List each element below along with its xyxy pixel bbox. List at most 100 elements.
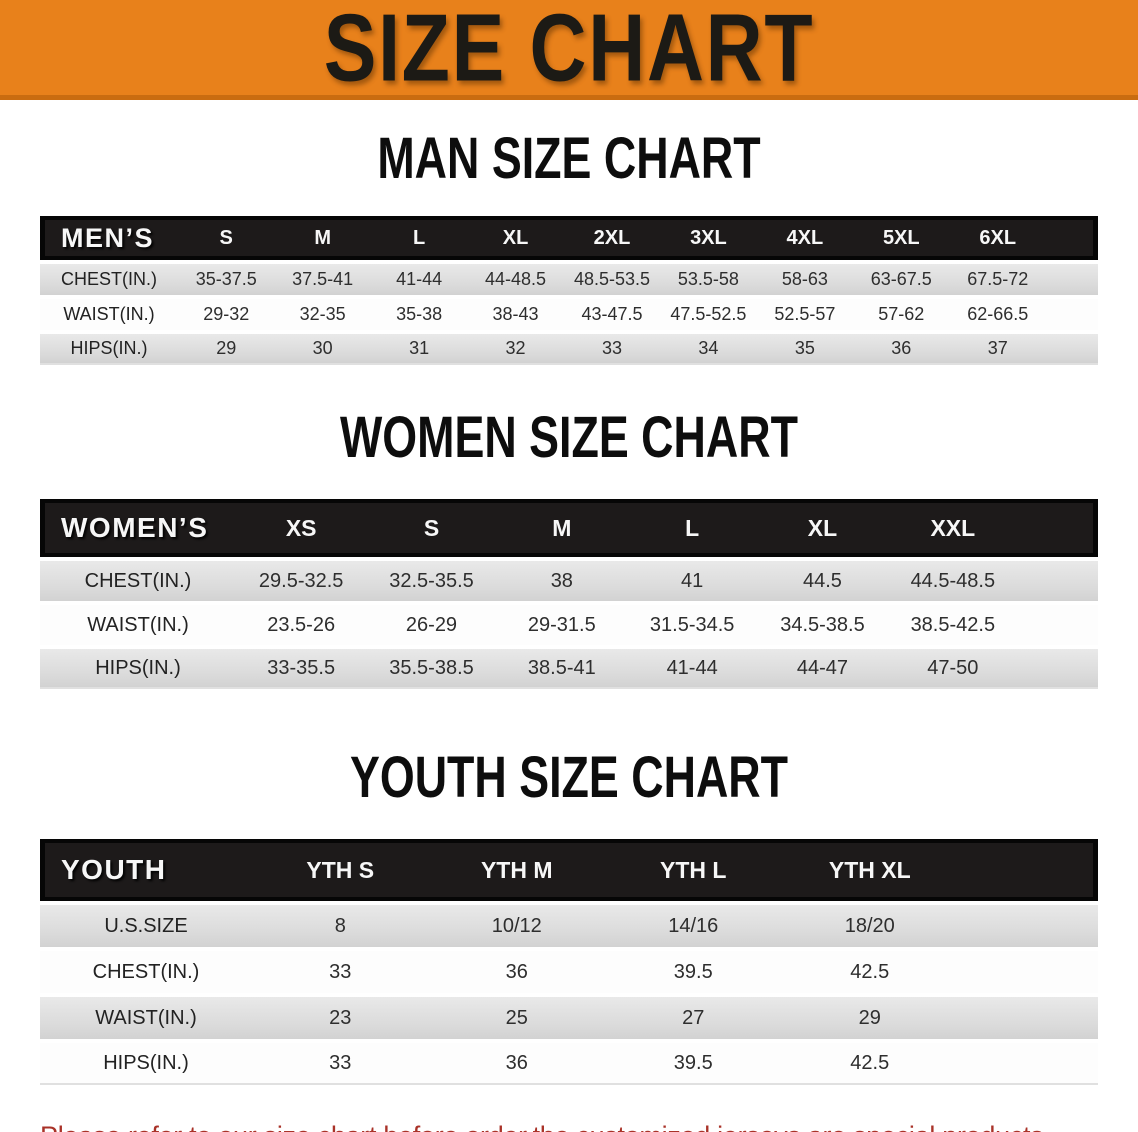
size-value-cell: 23 bbox=[252, 997, 429, 1039]
size-value-cell: 33 bbox=[563, 334, 661, 365]
size-value-cell: 41-44 bbox=[370, 264, 468, 295]
measurement-row: CHEST(IN.) 29.5-32.5 32.5-35.5 38 41 44.5 44.5… bbox=[40, 561, 1098, 601]
size-value-cell: 53.5-58 bbox=[660, 264, 757, 295]
size-column-header: S bbox=[178, 216, 275, 260]
size-value-cell: 63-67.5 bbox=[853, 264, 950, 295]
size-column-header: XL bbox=[467, 216, 564, 260]
size-value-cell: 62-66.5 bbox=[949, 299, 1046, 330]
page-title: SIZE CHART bbox=[323, 0, 815, 101]
size-value-cell: 27 bbox=[605, 997, 782, 1039]
row-filler bbox=[1046, 334, 1098, 365]
size-value-cell: 32 bbox=[467, 334, 564, 365]
size-value-cell: 47-50 bbox=[887, 649, 1018, 689]
measurement-row: WAIST(IN.) 23 25 27 29 bbox=[40, 997, 1098, 1039]
size-value-cell: 29.5-32.5 bbox=[236, 561, 367, 601]
size-column-header: 3XL bbox=[660, 216, 757, 260]
row-filler bbox=[958, 997, 1098, 1039]
size-column-header: 6XL bbox=[949, 216, 1046, 260]
size-value-cell: 33 bbox=[252, 951, 429, 993]
size-value-cell: 35-38 bbox=[370, 299, 468, 330]
measurement-row: HIPS(IN.) 33 36 39.5 42.5 bbox=[40, 1043, 1098, 1085]
measurement-row: HIPS(IN.) 29 30 31 32 33 34 35 36 37 bbox=[40, 334, 1098, 365]
men-size-table: MEN’S S M L XL 2XL 3XL 4XL 5XL 6XL CHEST(IN.) 35-37… bbox=[40, 212, 1098, 369]
size-value-cell: 38 bbox=[496, 561, 627, 601]
size-column-header: XS bbox=[236, 499, 367, 557]
size-value-cell: 44-47 bbox=[757, 649, 888, 689]
measurement-label: U.S.SIZE bbox=[40, 905, 252, 947]
measurement-row: HIPS(IN.) 33-35.5 35.5-38.5 38.5-41 41-44 44-… bbox=[40, 649, 1098, 689]
size-value-cell: 37 bbox=[949, 334, 1046, 365]
measurement-row: WAIST(IN.) 29-32 32-35 35-38 38-43 43-47.5 47.… bbox=[40, 299, 1098, 330]
size-value-cell: 33-35.5 bbox=[236, 649, 367, 689]
size-value-cell: 23.5-26 bbox=[236, 605, 367, 645]
size-value-cell: 44-48.5 bbox=[467, 264, 564, 295]
measurement-label: WAIST(IN.) bbox=[40, 299, 178, 330]
table-group-label: YOUTH bbox=[40, 839, 252, 901]
youth-size-section: YOUTH SIZE CHART YOUTH YTH S YTH M YTH L YTH… bbox=[0, 743, 1138, 1089]
size-value-cell: 44.5 bbox=[757, 561, 888, 601]
row-filler bbox=[1018, 561, 1098, 601]
table-header-row: MEN’S S M L XL 2XL 3XL 4XL 5XL 6XL bbox=[40, 216, 1098, 260]
row-filler bbox=[958, 905, 1098, 947]
size-value-cell: 42.5 bbox=[781, 951, 958, 993]
size-value-cell: 58-63 bbox=[756, 264, 854, 295]
size-column-header: YTH L bbox=[605, 839, 782, 901]
measurement-row: WAIST(IN.) 23.5-26 26-29 29-31.5 31.5-34.5 34… bbox=[40, 605, 1098, 645]
size-value-cell: 33 bbox=[252, 1043, 429, 1085]
size-value-cell: 41-44 bbox=[626, 649, 758, 689]
header-filler bbox=[958, 839, 1098, 901]
size-column-header: L bbox=[626, 499, 758, 557]
size-value-cell: 34 bbox=[660, 334, 757, 365]
row-filler bbox=[1018, 649, 1098, 689]
size-value-cell: 36 bbox=[853, 334, 950, 365]
header-filler bbox=[1046, 216, 1098, 260]
size-column-header: M bbox=[496, 499, 627, 557]
measurement-label: CHEST(IN.) bbox=[40, 951, 252, 993]
size-value-cell: 38.5-42.5 bbox=[887, 605, 1018, 645]
size-value-cell: 14/16 bbox=[605, 905, 782, 947]
row-filler bbox=[1046, 264, 1098, 295]
size-value-cell: 41 bbox=[626, 561, 758, 601]
size-value-cell: 31.5-34.5 bbox=[626, 605, 758, 645]
size-value-cell: 31 bbox=[370, 334, 468, 365]
measurement-row: U.S.SIZE 8 10/12 14/16 18/20 bbox=[40, 905, 1098, 947]
youth-section-heading: YOUTH SIZE CHART bbox=[349, 743, 789, 810]
women-size-table: WOMEN’S XS S M L XL XXL CHEST(IN.) 29.5-32.5 32.5… bbox=[40, 495, 1098, 693]
size-value-cell: 26-29 bbox=[366, 605, 497, 645]
size-value-cell: 36 bbox=[428, 951, 605, 993]
size-value-cell: 29-32 bbox=[178, 299, 275, 330]
size-value-cell: 18/20 bbox=[781, 905, 958, 947]
size-column-header: XL bbox=[757, 499, 888, 557]
measurement-label: CHEST(IN.) bbox=[40, 561, 236, 601]
size-column-header: YTH S bbox=[252, 839, 429, 901]
size-value-cell: 34.5-38.5 bbox=[757, 605, 888, 645]
size-column-header: 5XL bbox=[853, 216, 950, 260]
size-value-cell: 8 bbox=[252, 905, 429, 947]
women-section-heading: WOMEN SIZE CHART bbox=[340, 403, 798, 470]
size-value-cell: 30 bbox=[274, 334, 371, 365]
size-value-cell: 29 bbox=[781, 997, 958, 1039]
size-value-cell: 29 bbox=[178, 334, 275, 365]
size-value-cell: 52.5-57 bbox=[756, 299, 854, 330]
size-value-cell: 35-37.5 bbox=[178, 264, 275, 295]
table-group-label: WOMEN’S bbox=[40, 499, 236, 557]
measurement-label: HIPS(IN.) bbox=[40, 649, 236, 689]
measurement-label: HIPS(IN.) bbox=[40, 1043, 252, 1085]
table-group-label: MEN’S bbox=[40, 216, 178, 260]
measurement-label: CHEST(IN.) bbox=[40, 264, 178, 295]
row-filler bbox=[958, 1043, 1098, 1085]
size-value-cell: 67.5-72 bbox=[949, 264, 1046, 295]
men-size-section: MAN SIZE CHART MEN’S S M L XL 2XL 3XL 4XL 5XL 6XL… bbox=[0, 128, 1138, 369]
size-value-cell: 32-35 bbox=[274, 299, 371, 330]
measurement-label: HIPS(IN.) bbox=[40, 334, 178, 365]
size-column-header: L bbox=[370, 216, 468, 260]
size-value-cell: 39.5 bbox=[605, 951, 782, 993]
size-value-cell: 35.5-38.5 bbox=[366, 649, 497, 689]
size-value-cell: 37.5-41 bbox=[274, 264, 371, 295]
size-value-cell: 29-31.5 bbox=[496, 605, 627, 645]
size-value-cell: 35 bbox=[756, 334, 854, 365]
measurement-row: CHEST(IN.) 35-37.5 37.5-41 41-44 44-48.5 48.5… bbox=[40, 264, 1098, 295]
header-filler bbox=[1018, 499, 1098, 557]
size-value-cell: 25 bbox=[428, 997, 605, 1039]
